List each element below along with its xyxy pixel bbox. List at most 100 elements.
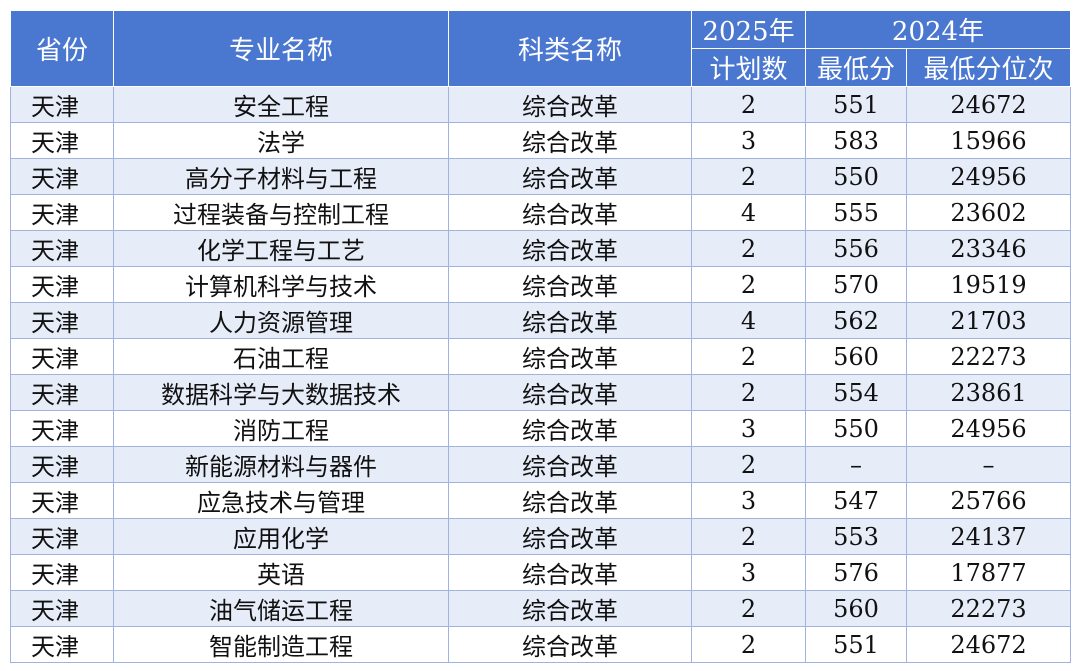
cell-category: 综合改革 xyxy=(448,122,692,159)
cell-major: 化学工程与工艺 xyxy=(113,230,449,267)
cell-plan-count: 2 xyxy=(691,230,806,267)
admission-table: 省份 专业名称 科类名称 2025年 2024年 计划数 最低分 最低分位次 天… xyxy=(10,10,1072,663)
cell-min-rank: 23861 xyxy=(905,374,1072,411)
cell-min-rank: 24672 xyxy=(905,86,1072,123)
cell-min-rank: 21703 xyxy=(905,302,1072,339)
cell-min-rank: 24956 xyxy=(905,410,1072,447)
cell-category: 综合改革 xyxy=(448,410,692,447)
cell-plan-count: 2 xyxy=(691,338,806,375)
table-row: 天津 过程装备与控制工程 综合改革 4 555 23602 xyxy=(10,194,1072,231)
cell-min-rank: 24672 xyxy=(905,626,1072,663)
cell-major: 应用化学 xyxy=(113,518,449,555)
table-row: 天津 石油工程 综合改革 2 560 22273 xyxy=(10,338,1072,375)
cell-min-score: 551 xyxy=(805,626,907,663)
cell-min-score: 562 xyxy=(805,302,907,339)
header-province: 省份 xyxy=(10,10,114,87)
cell-min-score: 550 xyxy=(805,158,907,195)
cell-min-rank: 24137 xyxy=(905,518,1072,555)
cell-province: 天津 xyxy=(10,302,114,339)
cell-plan-count: 4 xyxy=(691,302,806,339)
cell-plan-count: 3 xyxy=(691,122,806,159)
table-row: 天津 人力资源管理 综合改革 4 562 21703 xyxy=(10,302,1072,339)
cell-major: 数据科学与大数据技术 xyxy=(113,374,449,411)
cell-min-rank: 22273 xyxy=(905,338,1072,375)
cell-min-rank: 19519 xyxy=(905,266,1072,303)
table-row: 天津 法学 综合改革 3 583 15966 xyxy=(10,122,1072,159)
cell-province: 天津 xyxy=(10,590,114,627)
table-row: 天津 新能源材料与器件 综合改革 2– – xyxy=(10,446,1072,483)
header-plan-year: 2025年 xyxy=(691,10,806,49)
cell-plan-count: 3 xyxy=(691,410,806,447)
cell-min-score: 550 xyxy=(805,410,907,447)
cell-category: 综合改革 xyxy=(448,266,692,303)
cell-province: 天津 xyxy=(10,410,114,447)
header-min-score: 最低分 xyxy=(805,48,907,87)
cell-min-rank: 24956 xyxy=(905,158,1072,195)
cell-min-rank: 15966 xyxy=(905,122,1072,159)
cell-category: 综合改革 xyxy=(448,302,692,339)
cell-plan-count: 2 xyxy=(691,158,806,195)
cell-province: 天津 xyxy=(10,266,114,303)
cell-min-score: 556 xyxy=(805,230,907,267)
cell-major: 油气储运工程 xyxy=(113,590,449,627)
cell-province: 天津 xyxy=(10,158,114,195)
table-row: 天津 消防工程 综合改革 3 550 24956 xyxy=(10,410,1072,447)
cell-min-rank: 22273 xyxy=(905,590,1072,627)
table-row: 天津 应急技术与管理 综合改革 3 547 25766 xyxy=(10,482,1072,519)
table-row: 天津 高分子材料与工程 综合改革 2 550 24956 xyxy=(10,158,1072,195)
cell-min-score: 551 xyxy=(805,86,907,123)
cell-major: 人力资源管理 xyxy=(113,302,449,339)
cell-major: 消防工程 xyxy=(113,410,449,447)
cell-category: 综合改革 xyxy=(448,230,692,267)
cell-min-score: – xyxy=(805,446,907,483)
cell-major: 新能源材料与器件 xyxy=(113,446,449,483)
table-row: 天津 化学工程与工艺 综合改革 2 556 23346 xyxy=(10,230,1072,267)
table-row: 天津 数据科学与大数据技术 综合改革 2 554 23861 xyxy=(10,374,1072,411)
cell-major: 法学 xyxy=(113,122,449,159)
cell-province: 天津 xyxy=(10,446,114,483)
table-row: 天津 安全工程 综合改革 2 551 24672 xyxy=(10,86,1072,123)
cell-province: 天津 xyxy=(10,230,114,267)
cell-major: 应急技术与管理 xyxy=(113,482,449,519)
table-body: 天津 安全工程 综合改革 2 551 24672 天津 法学 综合改革 3 583 15966 天津 高分… xyxy=(10,86,1072,663)
cell-province: 天津 xyxy=(10,626,114,663)
cell-category: 综合改革 xyxy=(448,554,692,591)
cell-province: 天津 xyxy=(10,86,114,123)
cell-min-score: 576 xyxy=(805,554,907,591)
cell-major: 高分子材料与工程 xyxy=(113,158,449,195)
cell-min-score: 547 xyxy=(805,482,907,519)
cell-min-score: 553 xyxy=(805,518,907,555)
cell-plan-count: 3 xyxy=(691,482,806,519)
cell-category: 综合改革 xyxy=(448,194,692,231)
cell-min-score: 570 xyxy=(805,266,907,303)
admission-table-container: 省份 专业名称 科类名称 2025年 2024年 计划数 最低分 最低分位次 天… xyxy=(10,10,1072,663)
cell-plan-count: 2 xyxy=(691,446,806,483)
cell-category: 综合改革 xyxy=(448,482,692,519)
header-min-rank: 最低分位次 xyxy=(905,48,1072,87)
cell-category: 综合改革 xyxy=(448,158,692,195)
table-row: 天津 应用化学 综合改革 2 553 24137 xyxy=(10,518,1072,555)
cell-min-score: 560 xyxy=(805,338,907,375)
cell-min-score: 555 xyxy=(805,194,907,231)
cell-min-rank: – xyxy=(905,446,1072,483)
cell-category: 综合改革 xyxy=(448,338,692,375)
cell-major: 计算机科学与技术 xyxy=(113,266,449,303)
cell-plan-count: 2 xyxy=(691,590,806,627)
cell-min-rank: 23346 xyxy=(905,230,1072,267)
cell-plan-count: 3 xyxy=(691,554,806,591)
cell-min-rank: 25766 xyxy=(905,482,1072,519)
cell-province: 天津 xyxy=(10,122,114,159)
cell-category: 综合改革 xyxy=(448,86,692,123)
cell-plan-count: 2 xyxy=(691,626,806,663)
header-category: 科类名称 xyxy=(448,10,692,87)
cell-province: 天津 xyxy=(10,194,114,231)
table-row: 天津 油气储运工程 综合改革 2 560 22273 xyxy=(10,590,1072,627)
cell-major: 智能制造工程 xyxy=(113,626,449,663)
cell-province: 天津 xyxy=(10,374,114,411)
table-row: 天津 英语 综合改革 3 576 17877 xyxy=(10,554,1072,591)
table-header: 省份 专业名称 科类名称 2025年 2024年 计划数 最低分 最低分位次 xyxy=(10,10,1072,87)
header-prev-year: 2024年 xyxy=(804,10,1072,49)
cell-major: 英语 xyxy=(113,554,449,591)
cell-province: 天津 xyxy=(10,338,114,375)
cell-min-rank: 23602 xyxy=(905,194,1072,231)
